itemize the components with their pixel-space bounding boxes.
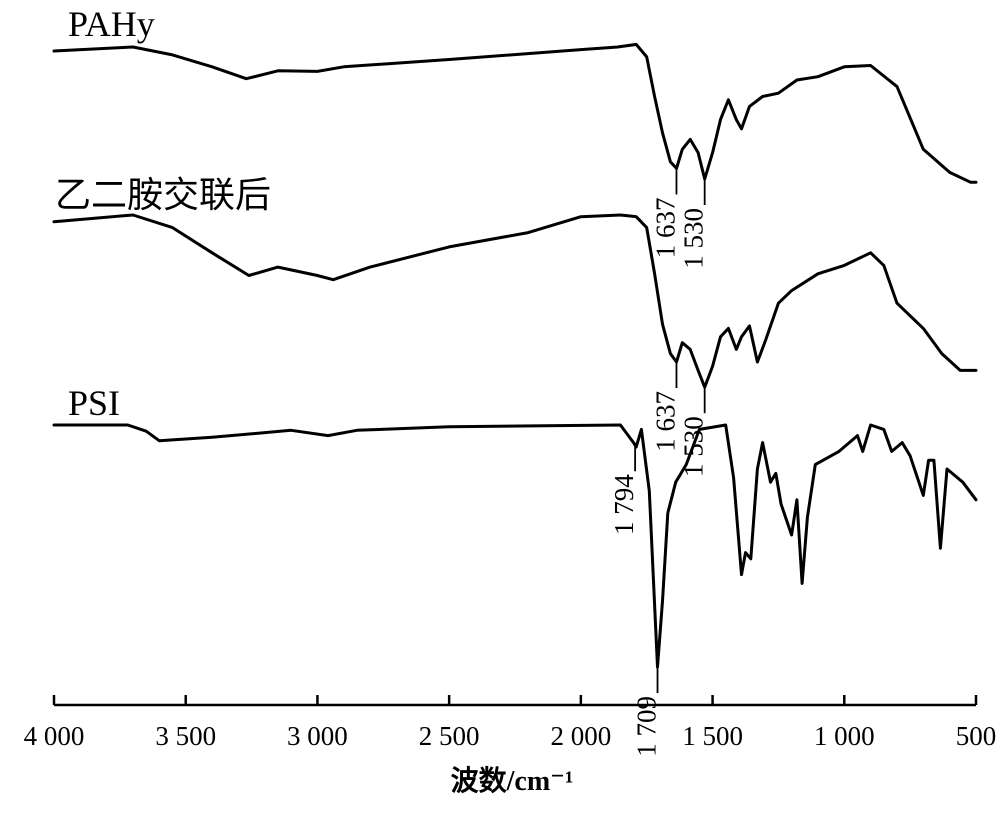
peak-label-0-0: 1 637 (650, 197, 680, 258)
x-axis: 4 000 3 500 3 000 2 500 2 000 1 500 1 000 500 (24, 695, 997, 751)
peak-label-0-1: 1 530 (679, 208, 709, 269)
peak-label-1-0: 1 637 (650, 391, 680, 452)
series-line-2 (52, 423, 978, 669)
x-tick-label-1: 3 500 (155, 721, 216, 751)
series-label-0: PAHy (68, 4, 155, 44)
x-tick-label-2: 3 000 (287, 721, 348, 751)
x-tick-label-5: 1 500 (682, 721, 743, 751)
x-tick-label-0: 4 000 (24, 721, 85, 751)
x-tick-label-3: 2 500 (419, 721, 480, 751)
x-tick-label-4: 2 000 (550, 721, 611, 751)
series-label-1: 乙二胺交联后 (55, 175, 271, 215)
series-line-0 (52, 42, 978, 184)
x-axis-title: 波数/cm⁻¹ (451, 765, 574, 797)
x-tick-label-7: 500 (956, 721, 997, 751)
series-line-1 (52, 213, 978, 389)
peak-label-2-0: 1 794 (609, 474, 639, 535)
x-tick-label-6: 1 000 (814, 721, 875, 751)
series-label-2: PSI (68, 383, 120, 423)
